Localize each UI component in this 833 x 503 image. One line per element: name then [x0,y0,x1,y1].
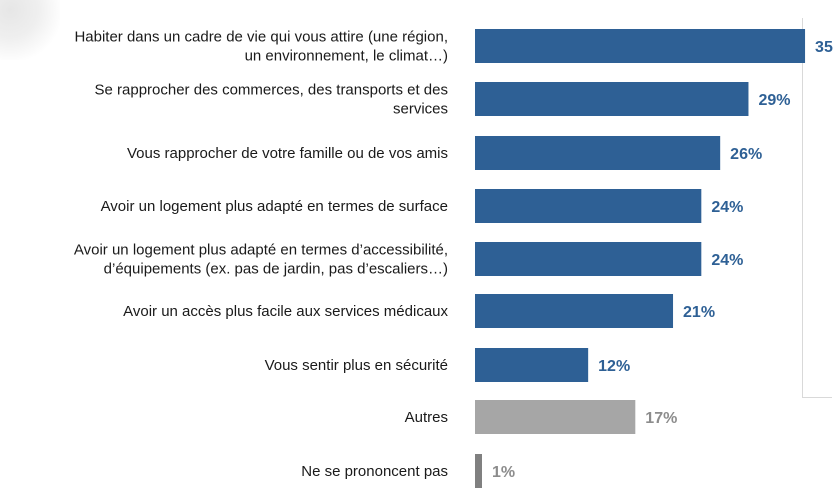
bar [475,400,636,434]
bar [475,136,721,170]
category-label: Avoir un logement plus adapté en termes … [74,242,448,259]
bar [475,189,702,223]
value-label: 24% [711,199,743,216]
bar [475,29,806,63]
value-label: 1% [492,464,515,481]
bar [475,242,702,276]
category-label: Se rapprocher des commerces, des transpo… [95,82,449,99]
category-label: services [393,101,448,118]
value-label: 17% [645,410,677,427]
bar [475,294,674,328]
value-label: 21% [683,304,715,321]
category-label: Autres [405,409,448,426]
category-label: Avoir un accès plus facile aux services … [123,303,448,320]
category-label: un environnement, le climat…) [245,48,448,65]
category-label: Habiter dans un cadre de vie qui vous at… [74,29,448,46]
category-label: Avoir un logement plus adapté en termes … [101,198,448,215]
value-label: 12% [598,358,630,375]
category-label: d’équipements (ex. pas de jardin, pas d’… [104,261,448,278]
value-label: 24% [711,252,743,269]
value-label: 26% [730,146,762,163]
right-panel-frame [802,18,832,398]
category-label: Ne se prononcent pas [301,463,448,480]
bar [475,82,749,116]
category-label: Vous rapprocher de votre famille ou de v… [127,145,448,162]
category-label: Vous sentir plus en sécurité [265,357,448,374]
bar [475,454,482,488]
bar [475,348,589,382]
value-label: 35% [815,39,833,56]
value-label: 29% [758,92,790,109]
